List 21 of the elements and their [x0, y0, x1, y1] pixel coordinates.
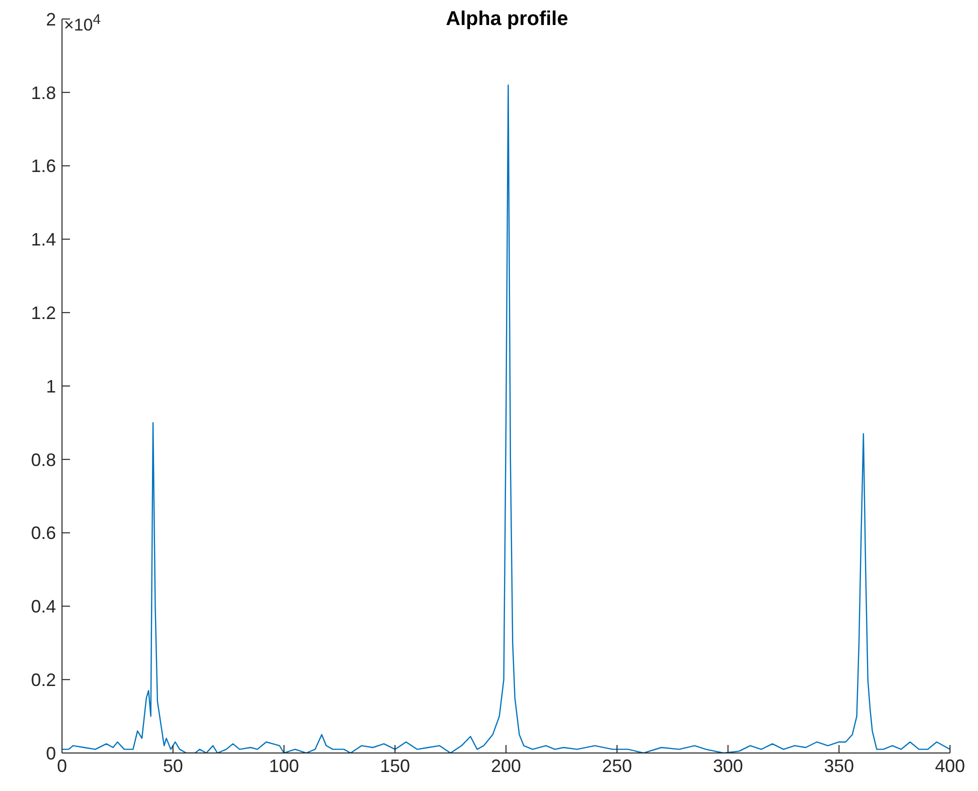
x-tick-label: 150 [380, 756, 410, 776]
y-tick-label: 1.4 [30, 230, 56, 250]
y-tick-label: 0 [46, 743, 56, 764]
x-tick-label: 300 [712, 756, 744, 776]
y-tick-label: 1.6 [30, 156, 56, 176]
y-tick-label: 2 [46, 9, 56, 30]
x-tick-label: 200 [490, 756, 522, 776]
y-tick-label: 0.2 [30, 670, 56, 690]
x-tick-label: 400 [934, 756, 966, 776]
annotation: ×10$^{4}$ [64, 12, 101, 36]
y-tick-label: 0.8 [30, 450, 56, 470]
y-tick-label: 1.2 [30, 302, 56, 323]
y-tick-label: 1 [46, 376, 56, 396]
x-tick-label: 250 [602, 756, 632, 776]
x-tick-label: 350 [824, 756, 854, 776]
chart-title: Alpha profile [446, 8, 568, 30]
x-tick-label: 50 [162, 756, 184, 776]
y-tick-label: 0.6 [30, 523, 56, 544]
y-tick-label: 0.4 [30, 596, 56, 617]
x-tick-label: 100 [268, 756, 300, 776]
y-tick-label: 1.8 [30, 82, 56, 103]
